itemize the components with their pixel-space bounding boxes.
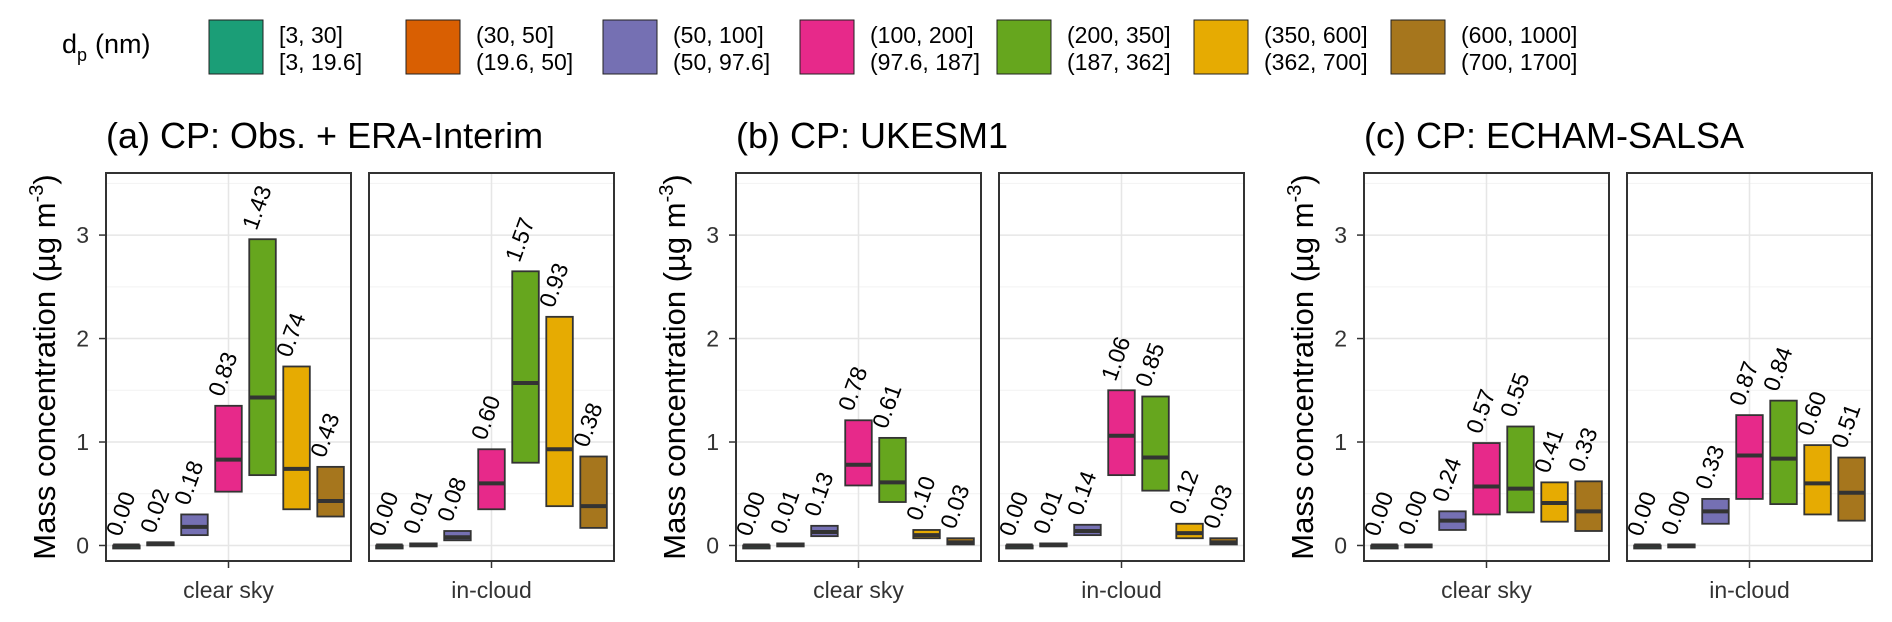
panel-title: (a) CP: Obs. + ERA-Interim (106, 115, 543, 156)
box-body (1574, 480, 1603, 532)
legend-title-sub: p (77, 45, 87, 65)
legend-label-7-line1: (600, 1000] (1461, 22, 1577, 48)
x-tick-label: in-cloud (1081, 577, 1162, 603)
box-body (1175, 522, 1204, 540)
box-5: 0.84 (1758, 343, 1798, 505)
legend-label-4-line1: (100, 200] (870, 22, 974, 48)
x-tick-label: clear sky (813, 577, 904, 603)
legend-title-d: d (62, 29, 77, 59)
box-body (579, 455, 608, 529)
legend-label-4-line2: (97.6, 187] (870, 49, 980, 75)
y-tick-label-1: 1 (76, 429, 89, 455)
box-5: 1.43 (237, 182, 277, 477)
legend-key-1 (208, 19, 264, 75)
legend-key-2 (405, 19, 461, 75)
y-tick-label-0: 0 (706, 532, 719, 558)
y-tick-label-3: 3 (706, 222, 719, 248)
box-body (545, 315, 574, 508)
box-5: 1.57 (500, 214, 540, 464)
y-axis-label-sup: -3 (656, 185, 678, 203)
panels: (a) CP: Obs. + ERA-Interim Mass concentra… (26, 115, 1873, 603)
legend-label-2-line1: (30, 50] (476, 22, 554, 48)
box-body (248, 238, 277, 477)
y-tick-label-0: 0 (76, 532, 89, 558)
y-axis-label-main: Mass concentration (µg m (1285, 202, 1320, 559)
box-body (878, 436, 907, 503)
panel-b: (b) CP: UKESM1 Mass concentration (µg m-3… (656, 115, 1245, 603)
x-tick-label: clear sky (183, 577, 274, 603)
y-tick-label-1: 1 (706, 429, 719, 455)
x-tick-label: in-cloud (1709, 577, 1790, 603)
box-body (282, 365, 311, 511)
legend-label-1-line2: [3, 19.6] (279, 49, 362, 75)
y-axis-label-close: ) (1285, 174, 1320, 184)
box-3: 0.14 (1062, 467, 1102, 537)
box-body (1141, 395, 1170, 492)
box-body (1769, 399, 1798, 505)
box-body (511, 270, 540, 464)
panel-a: (a) CP: Obs. + ERA-Interim Mass concentra… (26, 115, 615, 603)
legend-label-5-line2: (187, 362] (1067, 49, 1171, 75)
legend-key-7 (1390, 19, 1446, 75)
y-axis-label-close: ) (27, 174, 62, 184)
panel-title: (b) CP: UKESM1 (736, 115, 1008, 156)
y-axis-label-sup: -3 (1284, 185, 1306, 203)
x-tick-label: in-cloud (451, 577, 532, 603)
x-tick-label: clear sky (1441, 577, 1532, 603)
legend-key-5 (996, 19, 1052, 75)
y-tick-label-3: 3 (1334, 222, 1347, 248)
box-body (214, 404, 243, 493)
box-body (844, 419, 873, 487)
legend-label-2-line2: (19.6, 50] (476, 49, 573, 75)
legend-title: dp (nm) (62, 29, 151, 65)
y-axis-label: Mass concentration (µg m-3) (26, 174, 62, 559)
panel-c: (c) CP: ECHAM-SALSA Mass concentration (µ… (1284, 115, 1873, 603)
box-body (1803, 444, 1832, 516)
y-tick-label-2: 2 (1334, 326, 1347, 352)
y-axis-label: Mass concentration (µg m-3) (656, 174, 692, 559)
box-body (316, 465, 345, 518)
box-6: 0.93 (534, 260, 574, 508)
box-body (1472, 442, 1501, 516)
box-6: 0.60 (1792, 388, 1832, 516)
legend-title-unit: (nm) (95, 29, 151, 59)
y-tick-label-3: 3 (76, 222, 89, 248)
box-3: 0.13 (799, 469, 839, 538)
legend-label-3-line1: (50, 100] (673, 22, 764, 48)
box-body (1107, 389, 1136, 477)
legend-label-6-line1: (350, 600] (1264, 22, 1368, 48)
box-body (1506, 425, 1535, 514)
y-tick-label-1: 1 (1334, 429, 1347, 455)
legend-label-7-line2: (700, 1700] (1461, 49, 1577, 75)
y-axis-label-sup: -3 (26, 185, 48, 203)
y-axis-label-main: Mass concentration (µg m (27, 202, 62, 559)
legend-label-1-line1: [3, 30] (279, 22, 343, 48)
box-4: 0.83 (203, 349, 243, 493)
box-body (1837, 456, 1866, 522)
legend-label-6-line2: (362, 700] (1264, 49, 1368, 75)
box-body (180, 513, 209, 537)
legend-label-5-line1: (200, 350] (1067, 22, 1171, 48)
box-body (477, 448, 506, 511)
y-axis-label: Mass concentration (µg m-3) (1284, 174, 1320, 559)
legend-label-3-line2: (50, 97.6] (673, 49, 770, 75)
y-axis-label-main: Mass concentration (µg m (657, 202, 692, 559)
y-tick-label-2: 2 (706, 326, 719, 352)
y-axis-label-close: ) (657, 174, 692, 184)
panel-title: (c) CP: ECHAM-SALSA (1364, 115, 1744, 156)
y-tick-label-0: 0 (1334, 532, 1347, 558)
legend-key-6 (1193, 19, 1249, 75)
legend-key-3 (602, 19, 658, 75)
y-tick-label-2: 2 (76, 326, 89, 352)
legend: dp (nm) [3, 30][3, 19.6] (30, 50](19.6, 50… (62, 19, 1577, 75)
legend-key-4 (799, 19, 855, 75)
